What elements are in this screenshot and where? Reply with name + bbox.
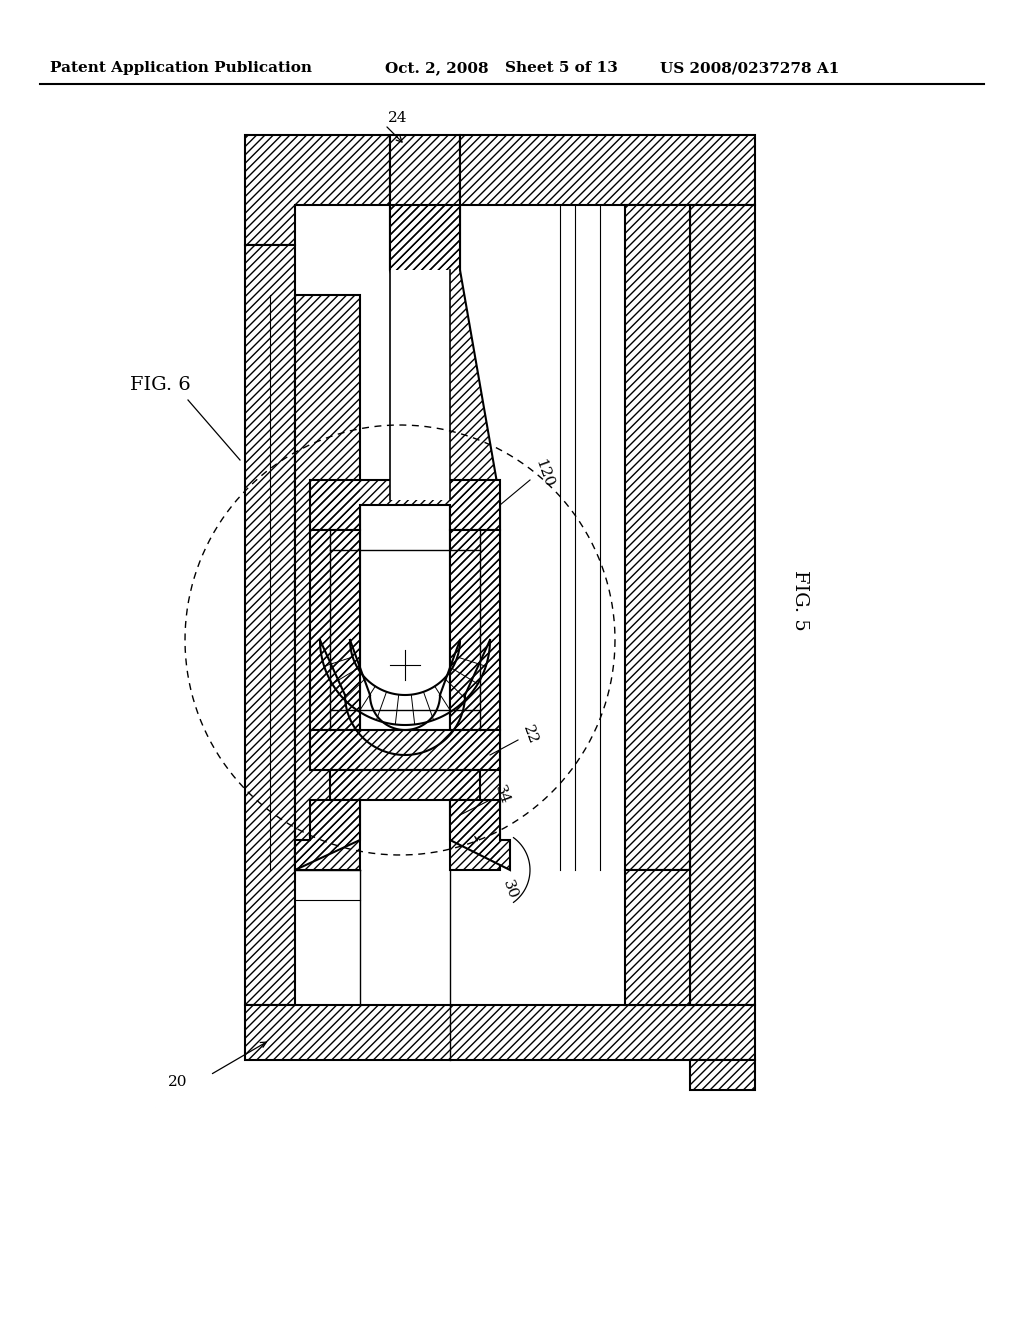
Polygon shape <box>310 531 360 730</box>
Polygon shape <box>245 135 390 246</box>
Text: 120: 120 <box>532 457 555 490</box>
Polygon shape <box>625 205 690 870</box>
Text: 30: 30 <box>500 879 520 902</box>
Polygon shape <box>330 770 480 800</box>
Polygon shape <box>295 294 360 870</box>
Text: 34: 34 <box>492 784 512 807</box>
Polygon shape <box>690 1060 755 1090</box>
Text: US 2008/0237278 A1: US 2008/0237278 A1 <box>660 61 840 75</box>
Text: 22: 22 <box>520 723 540 747</box>
Polygon shape <box>625 870 690 1005</box>
Text: Oct. 2, 2008: Oct. 2, 2008 <box>385 61 488 75</box>
Polygon shape <box>390 205 500 870</box>
Polygon shape <box>450 531 500 730</box>
Text: Patent Application Publication: Patent Application Publication <box>50 61 312 75</box>
Text: 20: 20 <box>168 1074 187 1089</box>
Polygon shape <box>450 800 510 870</box>
Polygon shape <box>245 246 295 1005</box>
Text: FIG. 5: FIG. 5 <box>791 570 809 631</box>
Text: FIG. 6: FIG. 6 <box>130 376 190 393</box>
Text: Sheet 5 of 13: Sheet 5 of 13 <box>505 61 617 75</box>
Polygon shape <box>310 730 500 770</box>
Polygon shape <box>390 271 450 500</box>
Polygon shape <box>310 480 500 531</box>
Text: 24: 24 <box>388 111 408 125</box>
Polygon shape <box>460 135 755 205</box>
Polygon shape <box>295 800 360 870</box>
Polygon shape <box>245 1005 755 1060</box>
Polygon shape <box>390 135 460 271</box>
Polygon shape <box>690 205 755 1005</box>
